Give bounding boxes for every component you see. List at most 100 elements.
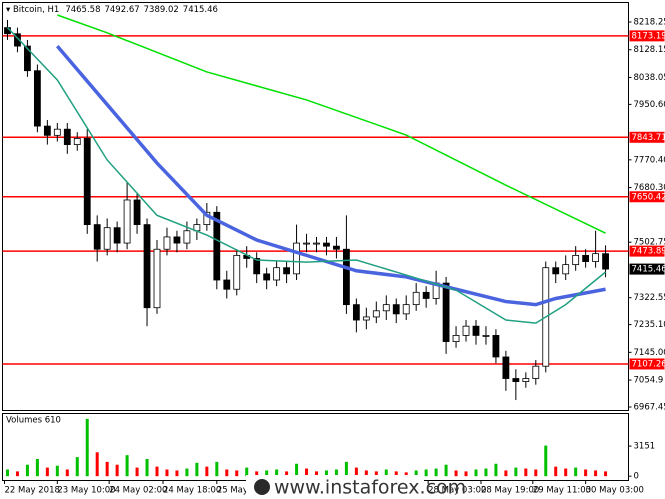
watermark-text: www.instaforex.com (274, 477, 466, 499)
y-tick-label: 8128.15 (634, 45, 665, 55)
x-tick-label: 24 May 18:00 (163, 486, 221, 496)
chart-header: ▾ Bitcoin, H1 7465.58 7492.67 7389.02 7415.4… (6, 5, 218, 15)
volume-bar (554, 466, 558, 477)
volume-bar (115, 464, 119, 477)
volume-bar (314, 471, 318, 477)
candle-body (83, 138, 91, 226)
level-label: 8173.19 (632, 31, 665, 41)
y-tick-label: 7950.60 (634, 100, 665, 110)
price-pane (2, 2, 629, 411)
volume-bar (305, 468, 309, 477)
y-tick-label: 8218.25 (634, 17, 665, 27)
level-label: 7473.89 (632, 247, 665, 257)
candle-body (313, 242, 320, 245)
volume-bar (524, 468, 528, 477)
symbol: Bitcoin, H1 (13, 5, 59, 15)
candle-body (133, 199, 141, 226)
candle-body (482, 335, 490, 337)
candle-body (382, 304, 390, 312)
candle-body (582, 254, 590, 262)
candle-body (502, 356, 510, 379)
header-arrow: ▾ (6, 5, 13, 15)
moving-average (57, 14, 606, 234)
volume-bar (165, 469, 169, 477)
candle-body (372, 310, 380, 318)
level-label: 7843.71 (632, 133, 665, 143)
watermark-background (246, 475, 424, 499)
candle-body (492, 335, 500, 358)
y-tick-label: 7502.75 (634, 238, 665, 248)
header-low: 7389.02 (144, 5, 179, 15)
volume-bar (404, 472, 408, 477)
plot (2, 14, 629, 401)
candle-body (14, 33, 21, 47)
volume-bar (424, 469, 428, 477)
volume-bar (344, 461, 348, 477)
volume-bar (594, 470, 598, 477)
volume-bar (275, 469, 279, 477)
candle-body (223, 279, 231, 290)
candle-body (562, 264, 570, 275)
candle-body (263, 273, 271, 281)
volume-bar (125, 455, 129, 477)
volume-bar (195, 462, 199, 477)
candle-body (462, 325, 470, 336)
candle-body (73, 138, 81, 145)
candle-body (602, 253, 609, 270)
volume-bar (105, 461, 109, 477)
volume-bar (514, 467, 518, 477)
candle-body (323, 242, 330, 247)
level-label-box (629, 30, 665, 42)
price-label: 7415.46 (632, 265, 665, 275)
candle-body (24, 45, 31, 72)
volume-bar (334, 469, 338, 477)
volume-tick-label: 3151 (634, 442, 656, 452)
watermark-logo (254, 479, 270, 495)
candle-body (422, 291, 430, 299)
volume-bar (65, 469, 69, 477)
y-tick-label: 8038.05 (634, 73, 665, 83)
volume-bar (494, 463, 498, 477)
volume-bar (85, 418, 89, 477)
volume-bar (354, 467, 358, 477)
volume-bar (135, 467, 139, 477)
candle-body (213, 211, 221, 281)
volume-bar (185, 468, 189, 477)
y-tick-label: 7680.30 (634, 183, 665, 193)
candle-body (333, 245, 340, 250)
candle-body (572, 254, 580, 266)
candle-body (472, 325, 480, 336)
x-tick-label: 23 May 10:00 (57, 486, 115, 496)
x-tick-label: 28 May 03:00 (428, 486, 486, 496)
moving-average (6, 27, 607, 324)
candle-body (173, 236, 181, 244)
candle-body (43, 125, 51, 136)
volume-bar (584, 469, 588, 477)
candle-body (163, 236, 171, 250)
volume-bar (205, 466, 209, 477)
candle-body (352, 304, 360, 321)
candle-body (303, 242, 310, 245)
candle-body (442, 282, 450, 342)
volume-bar (364, 470, 368, 477)
volume-bar (374, 471, 378, 477)
volume-bar (35, 458, 39, 477)
candle-body (412, 291, 420, 306)
volume-bar (384, 469, 388, 477)
candle-body (53, 128, 61, 136)
volume-bar (5, 469, 9, 477)
watermark: www.instaforex.com (246, 475, 466, 499)
volume-bar (454, 470, 458, 477)
volume-bar (235, 470, 239, 477)
candle-body (253, 258, 261, 275)
volume-bar (464, 471, 468, 477)
volume-bar (504, 470, 508, 477)
volume-bar (215, 461, 219, 477)
y-tick-label: 7145.00 (634, 348, 665, 358)
volume-bar (15, 471, 19, 477)
candle-body (63, 128, 71, 145)
candle-body (592, 253, 600, 262)
x-tick-label: 24 May 02:00 (109, 486, 167, 496)
price-label-box (629, 263, 665, 275)
